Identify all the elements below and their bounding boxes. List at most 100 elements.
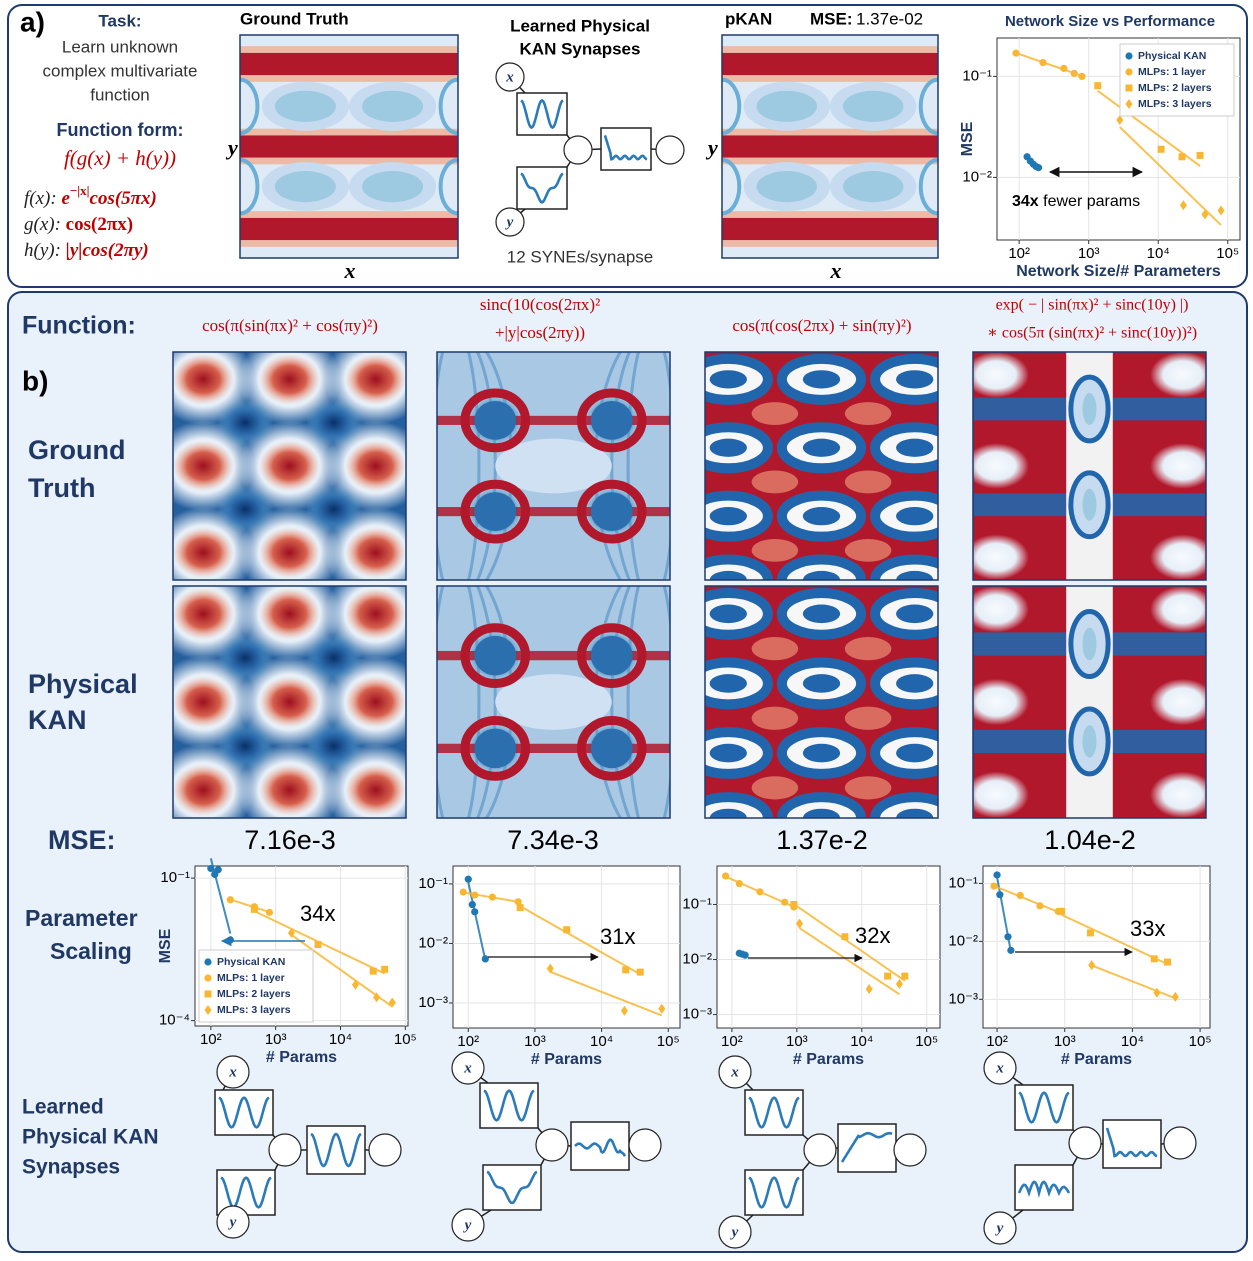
point bbox=[1058, 907, 1066, 915]
heat-blob bbox=[474, 635, 517, 676]
mse-value: 7.16e-3 bbox=[244, 825, 336, 855]
heat-blob bbox=[217, 399, 274, 446]
heat-blob bbox=[626, 586, 670, 818]
y-tick-label: 10⁻¹ bbox=[962, 67, 992, 84]
point bbox=[471, 908, 479, 916]
heat-blob bbox=[973, 443, 1029, 489]
heatmap bbox=[437, 352, 670, 580]
point bbox=[226, 896, 234, 904]
x-tick-label: 10⁵ bbox=[1216, 245, 1239, 262]
point bbox=[1094, 82, 1102, 90]
point bbox=[884, 972, 892, 980]
synapse-curve bbox=[520, 172, 564, 204]
heat-blob bbox=[844, 538, 892, 562]
heat-band bbox=[240, 128, 458, 136]
legend-box bbox=[1119, 43, 1235, 117]
panel-label: a) bbox=[20, 6, 45, 37]
point bbox=[996, 891, 1004, 899]
task-text: function bbox=[90, 85, 150, 104]
x-tick-label: 10³ bbox=[524, 1033, 546, 1050]
annotation: 34x fewer params bbox=[1012, 193, 1140, 210]
heat-blob bbox=[173, 588, 234, 640]
node-label: y bbox=[463, 1217, 472, 1233]
x-tick-label: 10⁵ bbox=[394, 1031, 417, 1048]
point bbox=[204, 990, 212, 998]
node bbox=[655, 135, 685, 165]
heat-blob bbox=[896, 743, 934, 763]
synapse-curve bbox=[748, 1096, 800, 1129]
heat-blob bbox=[751, 470, 799, 494]
legend-label: MLPs: 3 layers bbox=[1138, 98, 1212, 110]
node-label: x bbox=[228, 1064, 237, 1080]
point bbox=[546, 963, 554, 974]
heat-blob bbox=[240, 157, 260, 216]
point bbox=[204, 1005, 212, 1015]
rhs: e bbox=[61, 188, 70, 209]
heat-blob bbox=[844, 637, 892, 661]
node bbox=[216, 1205, 250, 1239]
point bbox=[1070, 69, 1078, 78]
heat-blob bbox=[274, 171, 336, 203]
heat-band bbox=[437, 743, 670, 754]
y-axis-label: MSE bbox=[959, 121, 976, 156]
row-label: Synapses bbox=[22, 1156, 120, 1179]
node bbox=[628, 1128, 662, 1162]
point bbox=[481, 955, 489, 963]
y-axis-label: MSE bbox=[157, 928, 174, 963]
annotation-text: fewer params bbox=[1043, 193, 1140, 210]
heatmap bbox=[705, 352, 938, 580]
heat-blob bbox=[844, 706, 892, 730]
point bbox=[514, 898, 522, 906]
heat-blob bbox=[896, 604, 934, 624]
point bbox=[895, 978, 903, 989]
chart-title: Network Size vs Performance bbox=[1005, 13, 1215, 30]
heat-band bbox=[240, 240, 458, 247]
heatmap bbox=[437, 586, 670, 818]
heat-blob bbox=[474, 728, 517, 769]
heat-blob bbox=[751, 776, 799, 800]
function-text: exp( − | sin(πx)² + sinc(10y) |) bbox=[996, 297, 1189, 314]
heatmap-frame bbox=[172, 351, 407, 581]
heat-blob bbox=[1150, 586, 1206, 633]
point bbox=[488, 893, 496, 901]
heat-blob bbox=[709, 743, 747, 763]
f-def: f(x): e−|x|cos(5πx) bbox=[24, 183, 157, 209]
heatmap-frame bbox=[972, 585, 1207, 819]
x-tick-label: 10³ bbox=[786, 1033, 808, 1050]
heat-band bbox=[722, 46, 938, 53]
heat-blob bbox=[802, 808, 841, 818]
fit-line bbox=[549, 970, 663, 1017]
node bbox=[268, 1133, 302, 1167]
point bbox=[781, 898, 789, 906]
node-label: x bbox=[995, 1060, 1004, 1076]
heat-blob bbox=[973, 771, 1029, 818]
heat-blob bbox=[896, 438, 934, 457]
heat-blob bbox=[259, 527, 320, 578]
heat-blob bbox=[973, 586, 1029, 633]
annotation-value: 34x bbox=[300, 901, 335, 926]
y-tick-label: 10⁻² bbox=[948, 932, 978, 949]
heat-blob bbox=[802, 570, 841, 580]
point bbox=[459, 888, 467, 896]
task-text: Learn unknown bbox=[62, 37, 178, 56]
heat-blob bbox=[722, 157, 742, 216]
annotation: 33x bbox=[1130, 916, 1165, 941]
lhs: g(x): bbox=[24, 214, 61, 235]
heat-blob bbox=[844, 776, 892, 800]
function-form: f(g(x) + h(y)) bbox=[64, 146, 176, 170]
node-label: x bbox=[730, 1064, 739, 1080]
point bbox=[1125, 84, 1133, 92]
row-label: Physical KAN bbox=[22, 1126, 159, 1149]
node bbox=[368, 1133, 402, 1167]
heat-blob bbox=[802, 674, 841, 693]
x-tick-label: 10⁴ bbox=[1147, 245, 1170, 262]
heat-blob bbox=[1150, 534, 1206, 580]
heat-blob bbox=[709, 570, 747, 580]
node-label: y bbox=[995, 1220, 1004, 1236]
heat-blob bbox=[751, 538, 799, 562]
point bbox=[351, 979, 359, 990]
heatmap bbox=[240, 35, 458, 258]
legend-label: MLPs: 1 layer bbox=[217, 972, 285, 984]
mse-label: MSE: bbox=[810, 9, 853, 28]
